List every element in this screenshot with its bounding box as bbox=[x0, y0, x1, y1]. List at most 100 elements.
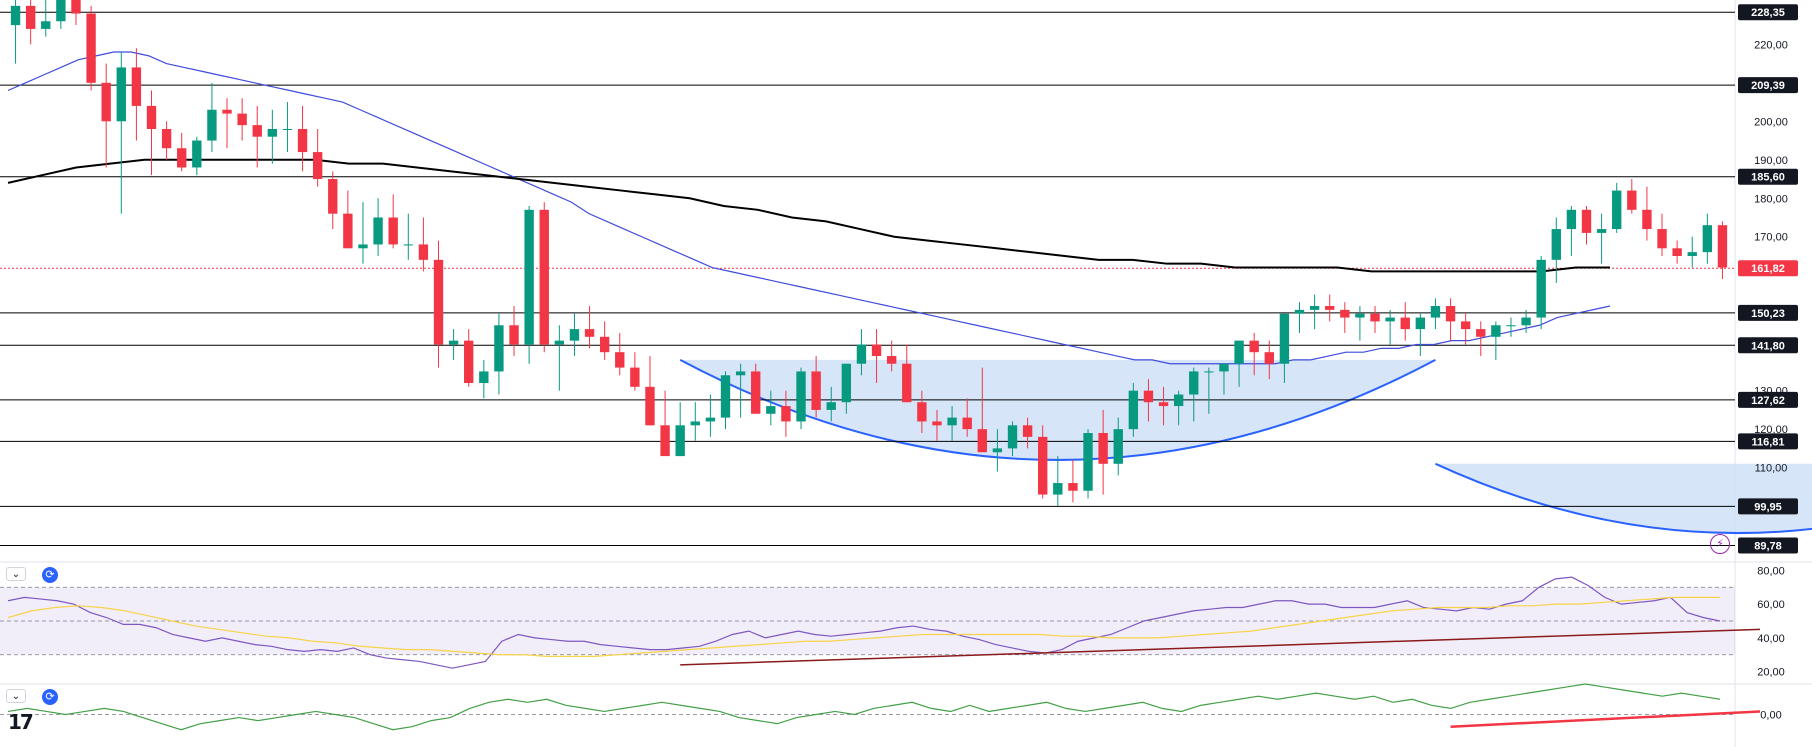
candle-body bbox=[373, 217, 383, 245]
candle-body bbox=[1098, 433, 1108, 464]
refresh-icon[interactable]: ⟳ bbox=[42, 689, 58, 705]
candle-body bbox=[554, 340, 565, 345]
oscillator-trendline bbox=[1450, 710, 1761, 728]
candle-body bbox=[252, 125, 262, 137]
oscillator-line bbox=[7, 576, 1721, 669]
candle-body bbox=[312, 152, 323, 180]
candle-body bbox=[871, 344, 882, 357]
candle-body bbox=[781, 406, 791, 422]
candle-body bbox=[116, 67, 126, 122]
candle-body bbox=[1340, 309, 1350, 318]
candle-body bbox=[705, 417, 716, 422]
candle-body bbox=[1128, 390, 1139, 430]
candle-body bbox=[177, 148, 187, 168]
oscillator-tick-label: 40,00 bbox=[1757, 633, 1785, 645]
current-price-label: 161,82 bbox=[1751, 263, 1785, 275]
alert-icon[interactable]: ⚡ bbox=[1710, 534, 1730, 554]
oscillator-tick-label: 20,00 bbox=[1757, 667, 1785, 679]
candle-body bbox=[1581, 209, 1592, 233]
candle-body bbox=[796, 371, 806, 422]
candle-body bbox=[388, 217, 398, 245]
candle-body bbox=[328, 179, 338, 214]
level-price-tag bbox=[1738, 304, 1798, 321]
candle-body bbox=[660, 425, 670, 457]
level-price-label: 127,62 bbox=[1751, 395, 1785, 407]
level-price-tag bbox=[1738, 498, 1798, 515]
candle-body bbox=[675, 425, 685, 457]
candle-body bbox=[343, 213, 353, 249]
candle-body bbox=[192, 140, 202, 168]
collapse-oscillator-1-button[interactable]: ⌄ bbox=[6, 567, 26, 581]
candle-body bbox=[886, 356, 897, 364]
candle-body bbox=[1038, 436, 1048, 495]
candle-body bbox=[1491, 325, 1501, 337]
candle-body bbox=[222, 109, 232, 114]
candle-body bbox=[1717, 225, 1728, 268]
candle-body bbox=[1264, 352, 1274, 364]
level-price-label: 89,78 bbox=[1754, 540, 1782, 552]
candle-body bbox=[1702, 225, 1713, 253]
candle-body bbox=[1309, 306, 1320, 310]
candle-body bbox=[1612, 190, 1622, 230]
cup-patterns bbox=[679, 359, 1812, 535]
candle-body bbox=[41, 21, 51, 29]
level-price-tag bbox=[1738, 168, 1798, 185]
candle-body bbox=[433, 259, 444, 345]
candle-body bbox=[146, 105, 157, 129]
candle-body bbox=[569, 329, 580, 341]
price-tick-label: 170,00 bbox=[1754, 232, 1788, 244]
candle-body bbox=[992, 448, 1003, 453]
candle-body bbox=[207, 109, 217, 141]
candle-body bbox=[131, 67, 142, 106]
candle-body bbox=[1068, 483, 1078, 491]
horizontal-levels bbox=[0, 11, 1735, 546]
candle-body bbox=[403, 244, 413, 246]
candle-body bbox=[282, 128, 293, 130]
candle-body bbox=[1113, 429, 1123, 464]
candle-body bbox=[615, 352, 625, 368]
level-price-label: 99,95 bbox=[1754, 501, 1782, 513]
price-tick-label: 120,00 bbox=[1754, 424, 1788, 436]
candle-body bbox=[720, 375, 731, 418]
level-price-tag bbox=[1738, 537, 1798, 554]
oscillator-tick-label: 80,00 bbox=[1757, 565, 1785, 577]
candle-body bbox=[1445, 306, 1456, 322]
price-tick-label: 180,00 bbox=[1754, 193, 1788, 205]
current-price-tag bbox=[1738, 260, 1798, 277]
candle-body bbox=[917, 402, 927, 422]
refresh-icon[interactable]: ⟳ bbox=[42, 567, 58, 583]
candle-body bbox=[1596, 229, 1607, 233]
candle-body bbox=[1551, 229, 1561, 260]
candle-body bbox=[86, 13, 96, 83]
candle-body bbox=[962, 417, 972, 430]
level-price-label: 141,80 bbox=[1751, 340, 1785, 352]
candle-body bbox=[1158, 402, 1169, 407]
candle-body bbox=[751, 371, 761, 414]
candle-body bbox=[766, 406, 776, 414]
candle-body bbox=[856, 344, 867, 364]
candle-body bbox=[464, 340, 474, 383]
candle-body bbox=[1279, 313, 1290, 364]
candle-body bbox=[1672, 248, 1682, 256]
moving-average-line bbox=[7, 158, 1610, 273]
cup-pattern-curve bbox=[1435, 462, 1812, 535]
candlestick-series bbox=[10, 0, 1728, 507]
candle-body bbox=[71, 0, 81, 14]
candle-body bbox=[811, 371, 821, 410]
candle-body bbox=[1460, 321, 1471, 330]
candle-body bbox=[977, 429, 987, 453]
moving-average-lines bbox=[7, 51, 1611, 365]
candle-body bbox=[1687, 252, 1697, 256]
candle-body bbox=[630, 367, 640, 387]
candle-body bbox=[267, 128, 278, 137]
candle-body bbox=[25, 5, 36, 29]
price-tick-label: 190,00 bbox=[1754, 155, 1788, 167]
candle-body bbox=[297, 128, 308, 153]
level-price-tag bbox=[1738, 337, 1798, 354]
level-price-label: 150,23 bbox=[1751, 308, 1785, 320]
candle-body bbox=[1642, 209, 1652, 230]
candle-body bbox=[161, 128, 172, 149]
candle-body bbox=[494, 325, 504, 372]
collapse-oscillator-2-button[interactable]: ⌄ bbox=[6, 689, 26, 703]
